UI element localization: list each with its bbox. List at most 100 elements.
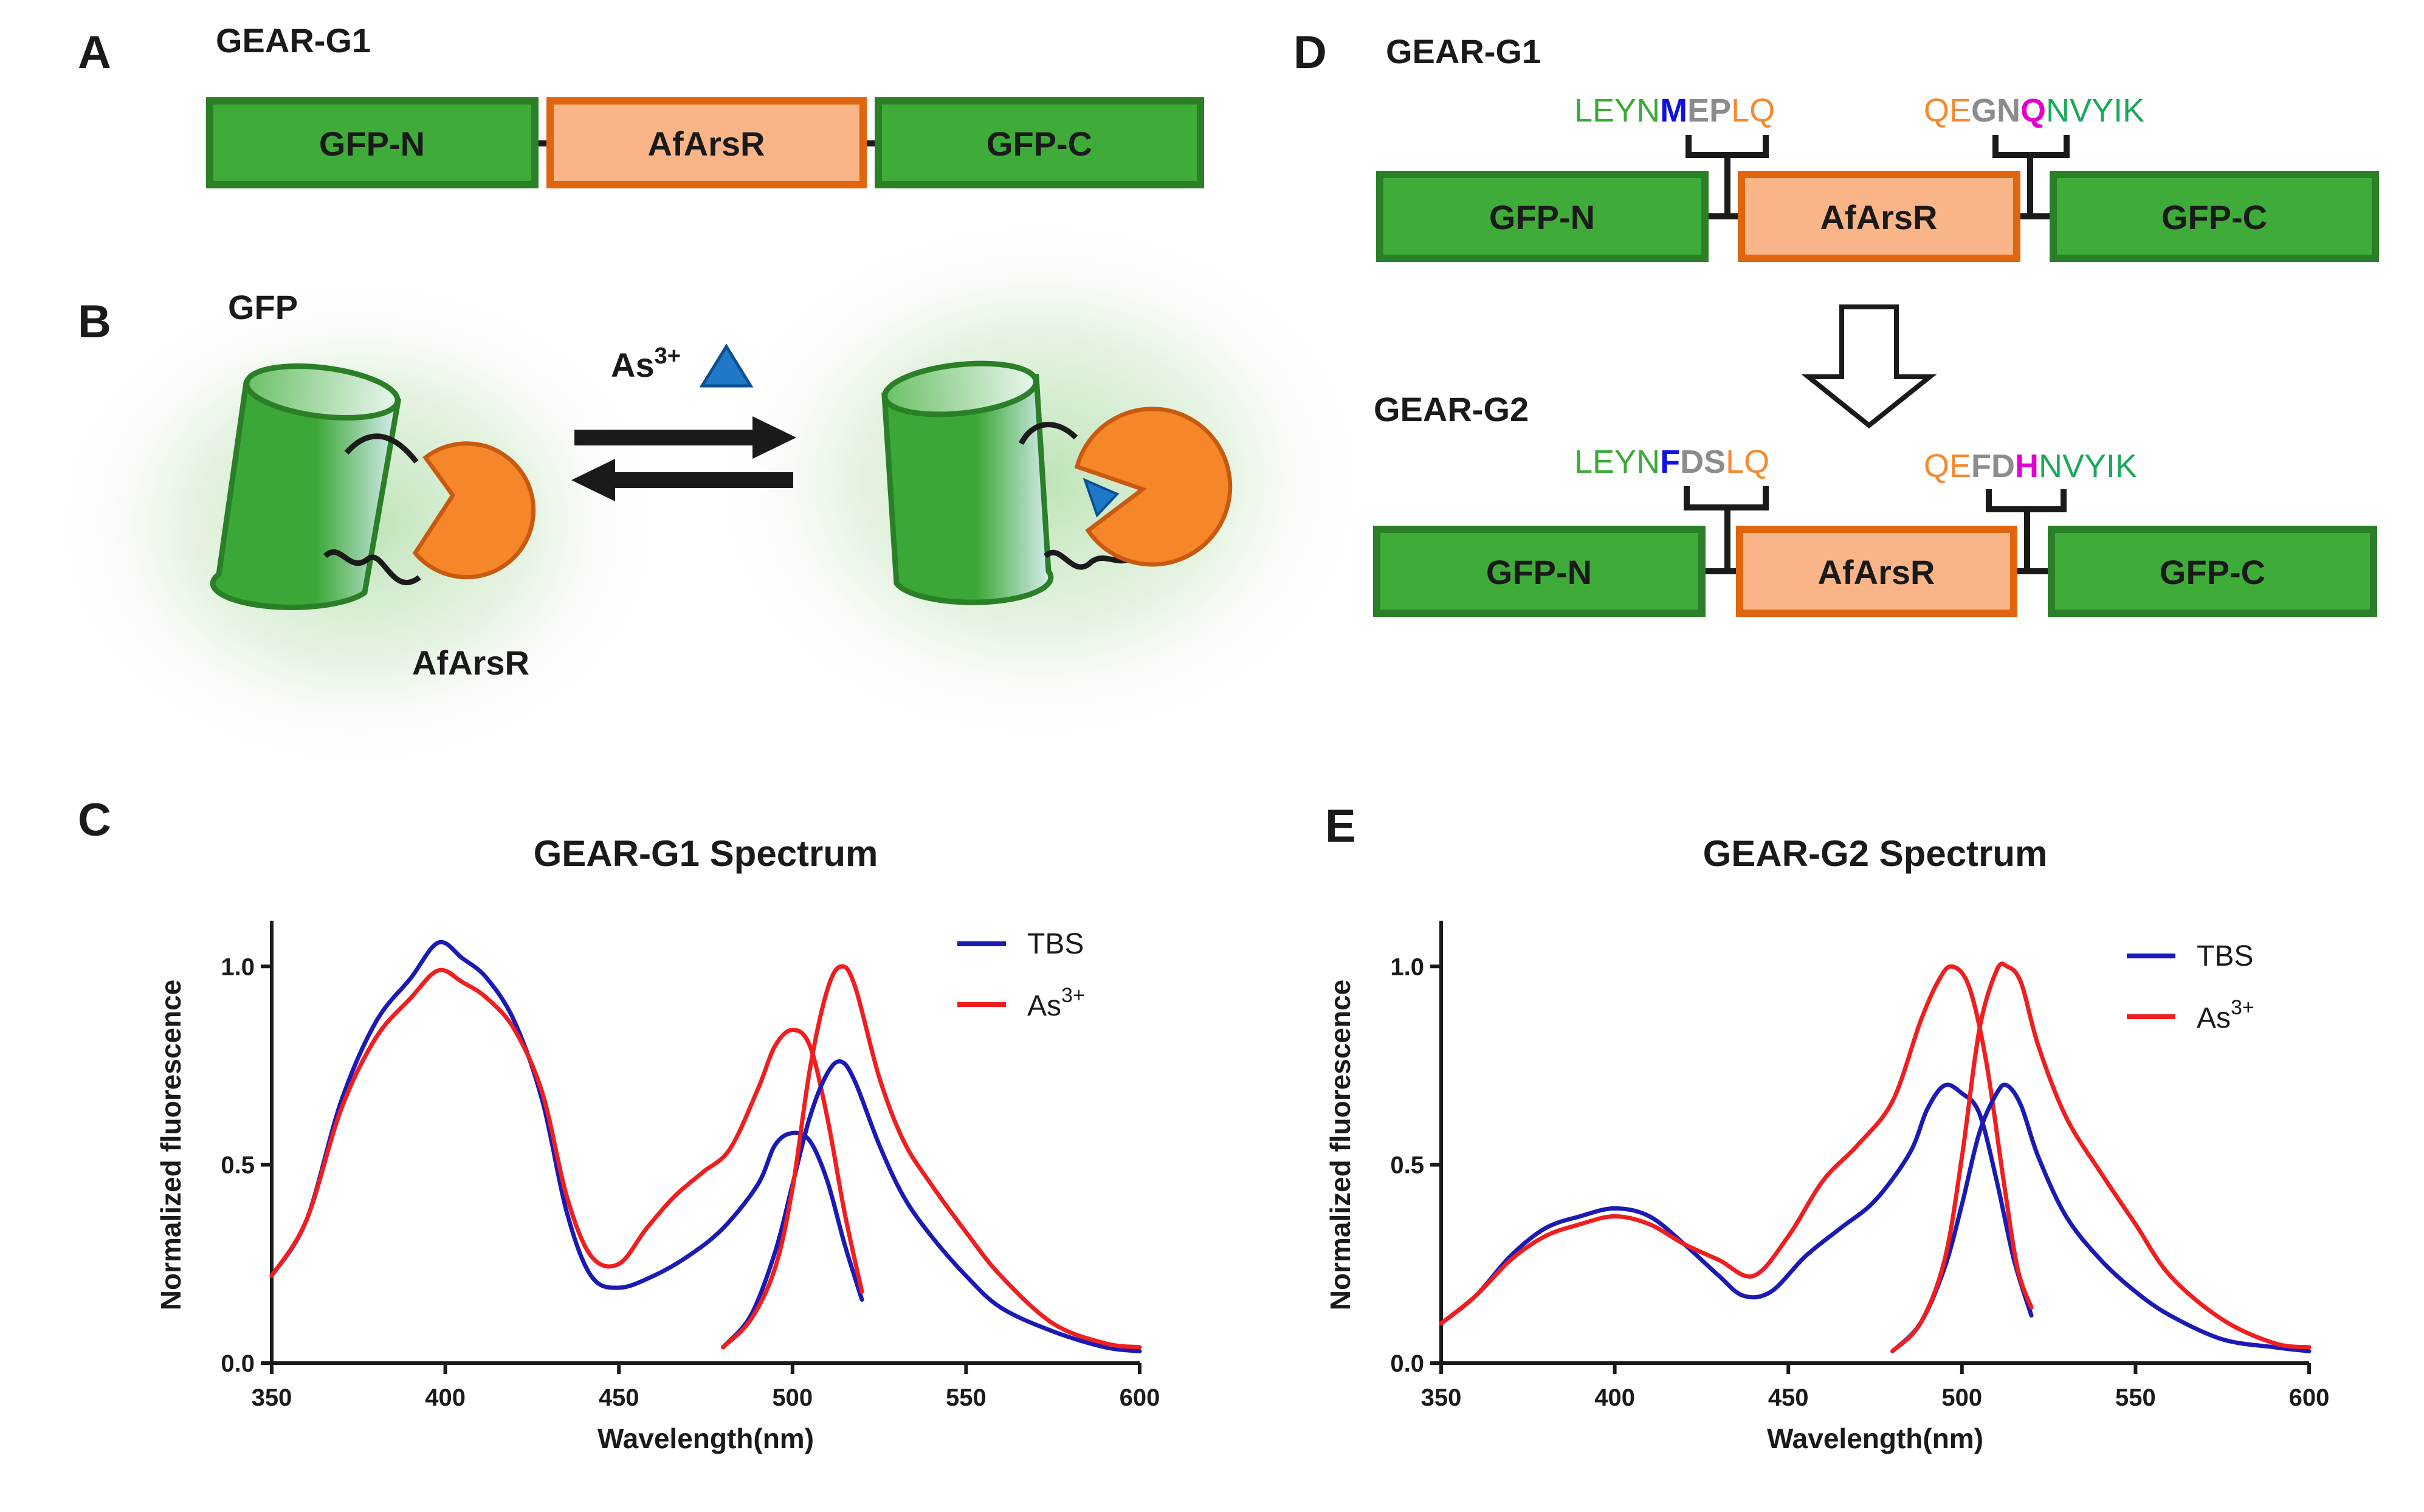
panel-label-d: D [1293, 27, 1327, 78]
gfp-n-label: GFP-N [1489, 198, 1595, 236]
afarsr-pacman-open [412, 441, 536, 580]
seq-segment: EP [1687, 92, 1731, 129]
panel-d: D GEAR-G1 LEYNMEPLQ QEGNQNVYIK GFP-N AfA… [1293, 27, 2379, 617]
chart-gear-g1: GEAR-G1 Spectrum 350 400 450 500 550 600 0.0 0.5… [155, 833, 1160, 1454]
seq-segment: FD [1971, 448, 2015, 484]
construct-title-top: GEAR-G1 [1386, 32, 1541, 70]
linker-curve [1043, 549, 1139, 570]
series-line-as3-emission [721, 964, 1142, 1350]
seq-segment: LQ [1731, 92, 1775, 129]
y-tick-label: 1.0 [1390, 954, 1424, 980]
mutation-arrow-icon [1801, 304, 1937, 429]
y-axis-label: Normalized fluorescence [155, 980, 187, 1311]
seq-segment: LEYN [1574, 444, 1660, 480]
panel-b: B GFP AfArsR As3+ [43, 207, 1380, 778]
linker-bracket [1684, 486, 1769, 571]
x-tick-label: 500 [772, 1384, 813, 1411]
y-tick-label: 1.0 [221, 954, 255, 980]
left-linker-seq-bottom: LEYNFDSLQ [1574, 444, 1769, 480]
linker-curve [323, 549, 421, 585]
y-tick-label: 0.5 [221, 1152, 255, 1179]
seq-segment: DS [1680, 444, 1726, 480]
afarsr-box [1736, 526, 2017, 617]
gfp-c-label: GFP-C [2160, 553, 2265, 591]
seq-segment: F [1660, 444, 1680, 480]
chart-axes [1439, 921, 2309, 1365]
seq-segment: NVYIK [2046, 92, 2144, 129]
construct-title-a: GEAR-G1 [216, 21, 371, 60]
gfp-barrel-left [210, 363, 402, 610]
y-tick-label: 0.0 [1390, 1350, 1424, 1377]
panel-label-a: A [78, 27, 111, 78]
panel-label-c: C [78, 794, 111, 846]
linker-curve [344, 433, 419, 464]
seq-segment: LEYN [1574, 92, 1660, 129]
seq-segment: M [1660, 92, 1687, 129]
seq-segment: NVYIK [2039, 448, 2137, 484]
afarsr-box [1738, 171, 2020, 262]
x-tick-label: 550 [2115, 1384, 2156, 1411]
gfp-n-box [1376, 171, 1709, 262]
legend-label-as3: As3+ [2197, 996, 2254, 1034]
gfp-n-label: GFP-N [1486, 553, 1592, 591]
panel-label-e: E [1325, 800, 1356, 852]
seq-segment: LQ [1726, 444, 1769, 480]
gfp-n-box [1373, 526, 1706, 617]
series-line-as3- [1439, 964, 2034, 1326]
gfp-barrel-right [881, 360, 1054, 605]
chart-title: GEAR-G1 Spectrum [534, 833, 878, 874]
gfp-c-label: GFP-C [2161, 198, 2267, 236]
gfp-c-label: GFP-C [986, 125, 1092, 163]
x-axis-label: Wavelength(nm) [1767, 1423, 1983, 1454]
x-tick-label: 600 [2289, 1384, 2330, 1411]
afarsr-box [546, 97, 867, 188]
bound-arsenite-icon [1083, 478, 1120, 518]
afarsr-label: AfArsR [1818, 553, 1935, 591]
legend-label-tbs: TBS [1027, 928, 1084, 960]
right-linker-seq-bottom: QEFDHNVYIK [1924, 448, 2137, 484]
series-line-as3- [269, 967, 864, 1294]
x-tick-label: 600 [1120, 1384, 1160, 1411]
series-line-tbs [269, 940, 864, 1302]
linker-bracket [1685, 135, 1769, 216]
seq-segment: QE [1924, 92, 1971, 129]
linker-bracket [1992, 135, 2070, 216]
x-tick-label: 450 [1768, 1384, 1809, 1411]
x-tick-label: 550 [946, 1384, 986, 1411]
panel-a: A GEAR-G1 GFP-N AfArsR GFP-C [78, 21, 1204, 188]
legend-label-as3: As3+ [1027, 984, 1085, 1022]
panel-e: E GEAR-G2 Spectrum 350 400 450 500 550 600 0.0 0… [1324, 800, 2329, 1454]
x-tick-label: 500 [1941, 1384, 1982, 1411]
panel-c: C GEAR-G1 Spectrum 350 400 450 500 550 600 0.0 0… [78, 794, 1160, 1454]
y-tick-label: 0.5 [1390, 1152, 1424, 1179]
gfp-c-box [2050, 171, 2379, 262]
panel-label-b: B [78, 296, 111, 348]
gfp-n-label: GFP-N [319, 125, 425, 163]
series-line-tbs-emission [1890, 1082, 2312, 1353]
gfp-label: GFP [228, 288, 298, 326]
x-tick-label: 350 [1421, 1384, 1462, 1411]
construct-title-bottom: GEAR-G2 [1374, 390, 1529, 428]
series-line-as3-emission [1890, 961, 2312, 1353]
seq-segment: Q [2020, 92, 2046, 129]
x-tick-label: 400 [425, 1384, 466, 1411]
afarsr-label: AfArsR [648, 125, 765, 163]
seq-segment: H [2015, 448, 2039, 484]
afarsr-pacman-bound [1074, 407, 1233, 567]
equilibrium-arrows [571, 416, 796, 501]
gfp-n-box [206, 97, 539, 188]
x-axis-label: Wavelength(nm) [597, 1423, 814, 1454]
right-linker-seq-top: QEGNQNVYIK [1924, 92, 2144, 129]
legend-label-tbs: TBS [2197, 940, 2253, 972]
linker-curve [1018, 422, 1078, 445]
series-line-tbs [1439, 1082, 2034, 1326]
x-tick-label: 400 [1594, 1384, 1635, 1411]
gfp-c-box [2048, 526, 2377, 617]
seq-segment: QE [1924, 448, 1971, 484]
arsenite-triangle-icon [699, 343, 754, 388]
chart-gear-g2: GEAR-G2 Spectrum 350 400 450 500 550 600 0.0 0.5… [1324, 833, 2329, 1454]
gfp-c-box [875, 97, 1204, 188]
y-tick-label: 0.0 [221, 1350, 255, 1377]
arsenite-label: As3+ [611, 343, 681, 384]
